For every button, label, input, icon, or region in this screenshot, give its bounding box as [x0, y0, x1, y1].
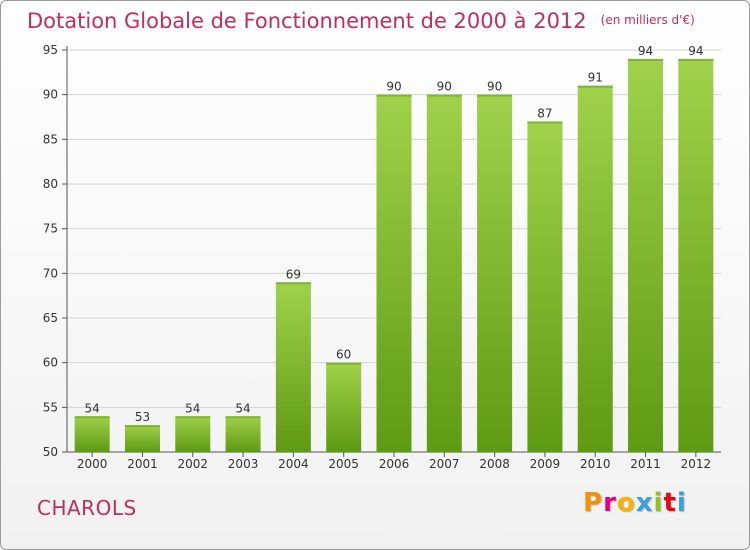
bar-top-edge	[225, 416, 261, 419]
bar-top-edge	[426, 94, 462, 97]
y-tick-label: 95	[43, 43, 58, 57]
x-tick-label: 2003	[228, 457, 259, 471]
bar-value-label: 60	[336, 348, 351, 362]
bar-top-edge	[376, 94, 412, 97]
x-tick-label: 2005	[328, 457, 359, 471]
chart-unit: (en milliers d'€)	[600, 13, 695, 27]
bar-value-label: 90	[386, 80, 401, 94]
commune-name: CHAROLS	[37, 496, 137, 520]
bar-top-edge	[275, 282, 311, 285]
chart-title: Dotation Globale de Fonctionnement de 20…	[27, 9, 695, 33]
bar	[477, 94, 513, 453]
bar-value-label: 91	[588, 71, 603, 85]
y-tick-label: 70	[43, 266, 58, 280]
x-tick-label: 2008	[479, 457, 510, 471]
x-tick-label: 2012	[681, 457, 712, 471]
x-tick-label: 2002	[177, 457, 208, 471]
bar-value-label: 87	[537, 106, 552, 120]
x-tick-label: 2009	[530, 457, 561, 471]
x-tick-label: 2000	[77, 457, 108, 471]
y-tick-label: 50	[43, 445, 58, 459]
bar-top-edge	[74, 416, 110, 419]
x-tick-label: 2001	[127, 457, 158, 471]
bar	[175, 416, 211, 452]
y-tick-label: 85	[43, 132, 58, 146]
bar	[577, 85, 613, 452]
bar-top-edge	[678, 58, 714, 61]
bar-top-edge	[527, 121, 563, 124]
x-tick-label: 2007	[429, 457, 460, 471]
bar	[124, 425, 160, 452]
bar-value-label: 54	[235, 401, 250, 415]
bar-top-edge	[124, 425, 160, 428]
bar-value-label: 69	[286, 267, 301, 281]
bar	[326, 362, 362, 452]
bar-value-label: 53	[135, 410, 150, 424]
y-tick-label: 90	[43, 88, 58, 102]
bar	[74, 416, 110, 452]
y-tick-label: 75	[43, 222, 58, 236]
bar	[376, 94, 412, 453]
y-tick-label: 60	[43, 356, 58, 370]
x-tick-label: 2011	[630, 457, 661, 471]
bar	[527, 121, 563, 452]
bar	[678, 58, 714, 452]
proxiti-logo[interactable]: Proxiti	[583, 488, 687, 518]
bar-value-label: 90	[437, 80, 452, 94]
bar-value-label: 94	[638, 44, 653, 58]
bar-value-label: 54	[85, 401, 100, 415]
bar-top-edge	[175, 416, 211, 419]
bar-value-label: 54	[185, 401, 200, 415]
x-tick-label: 2004	[278, 457, 309, 471]
bar-top-edge	[326, 362, 362, 365]
bar-top-edge	[628, 58, 664, 61]
x-tick-label: 2006	[379, 457, 410, 471]
bar-top-edge	[577, 85, 613, 88]
bar-value-label: 94	[688, 44, 703, 58]
y-tick-label: 80	[43, 177, 58, 191]
bar-top-edge	[477, 94, 513, 97]
y-tick-label: 65	[43, 311, 58, 325]
bar-value-label: 90	[487, 80, 502, 94]
bar	[225, 416, 261, 452]
chart-title-text: Dotation Globale de Fonctionnement de 20…	[27, 9, 587, 33]
bar	[275, 282, 311, 452]
bar	[628, 58, 664, 452]
y-tick-label: 55	[43, 400, 58, 414]
bar	[426, 94, 462, 453]
x-tick-label: 2010	[580, 457, 611, 471]
bars	[74, 58, 714, 453]
labels: 50 55 60 65 70 75 80 85 90 95 2000 54 2001 53 2002 54 20…	[43, 43, 711, 471]
